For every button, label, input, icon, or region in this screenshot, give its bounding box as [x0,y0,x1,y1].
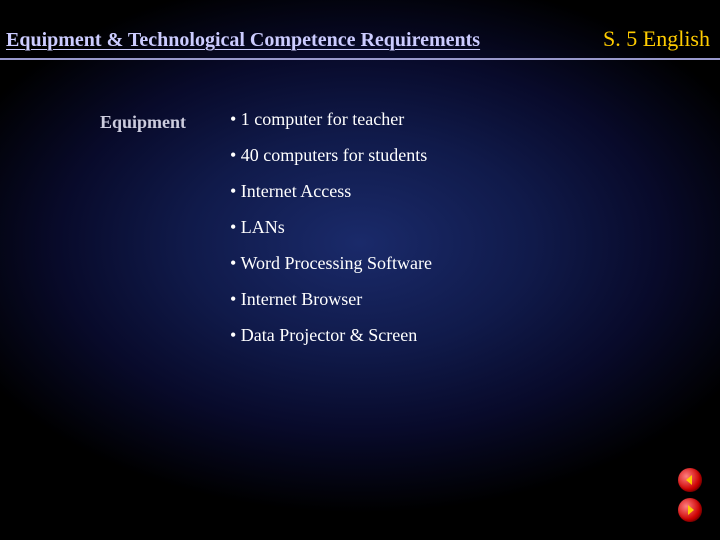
list-item: • Internet Browser [230,290,432,308]
prev-slide-button[interactable] [678,468,702,492]
subject-label: S. 5 English [603,26,710,52]
list-item: • Data Projector & Screen [230,326,432,344]
equipment-list: • 1 computer for teacher • 40 computers … [230,110,432,362]
list-item: • 1 computer for teacher [230,110,432,128]
slide-title: Equipment & Technological Competence Req… [6,29,480,52]
section-label-equipment: Equipment [100,112,186,133]
list-item: • 40 computers for students [230,146,432,164]
arrow-right-icon [684,504,696,516]
slide-header: Equipment & Technological Competence Req… [0,26,720,60]
list-item: • Internet Access [230,182,432,200]
list-item: • LANs [230,218,432,236]
arrow-left-icon [684,474,696,486]
nav-controls [678,468,702,522]
next-slide-button[interactable] [678,498,702,522]
list-item: • Word Processing Software [230,254,432,272]
